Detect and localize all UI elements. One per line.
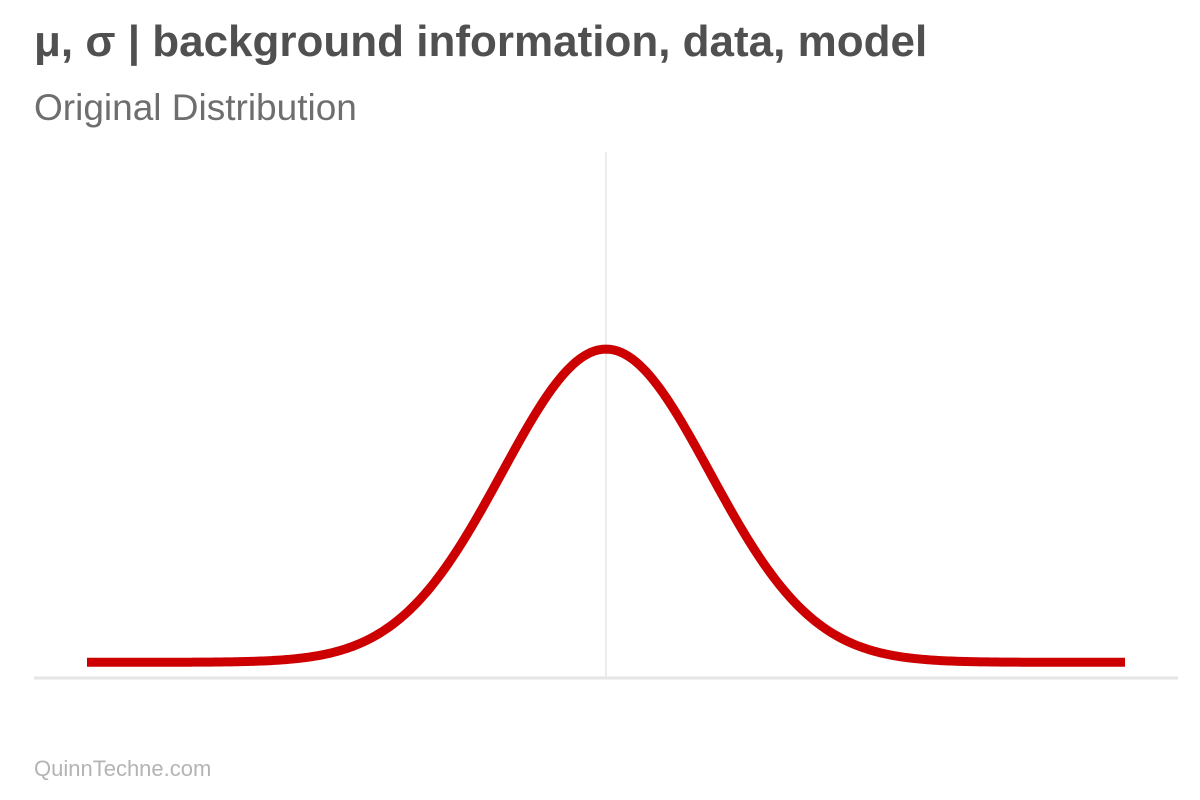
chart-title: μ, σ | background information, data, mod…: [34, 17, 928, 66]
chart-subtitle: Original Distribution: [34, 87, 357, 128]
site-credit: QuinnTechne.com: [34, 756, 212, 781]
density-curve: [85, 344, 1127, 667]
